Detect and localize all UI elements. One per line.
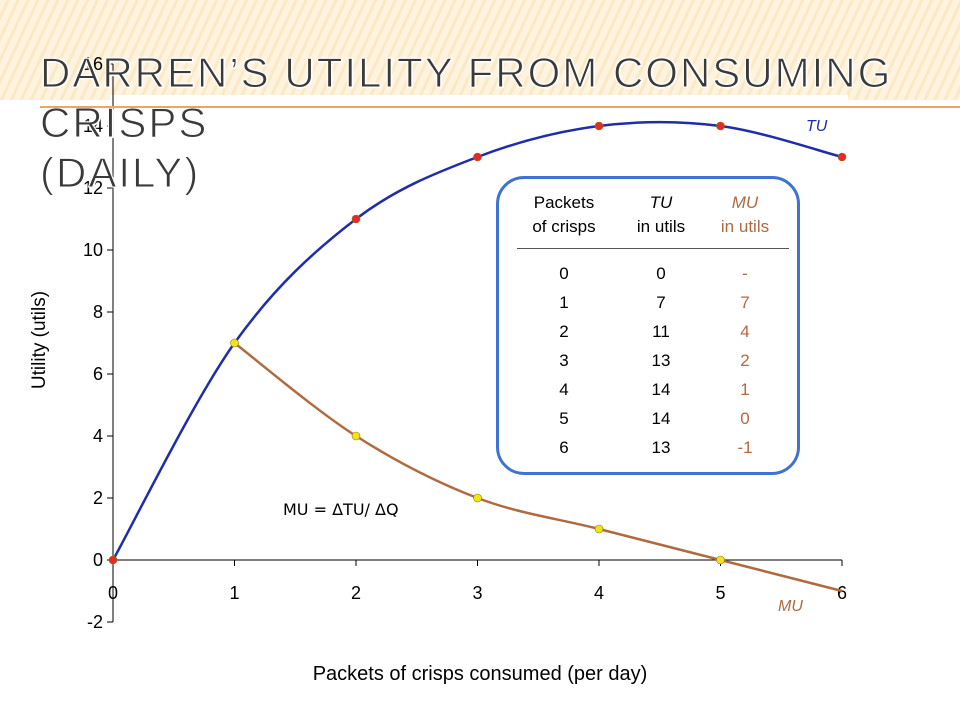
- x-tick-label: 1: [229, 583, 239, 603]
- mu-header-1: MU: [731, 193, 759, 212]
- mu-values: - 7 4 2 1 0 -1: [695, 259, 795, 462]
- y-tick-label: 14: [83, 116, 103, 136]
- table-header-rule: [517, 248, 789, 249]
- title-rule: [40, 106, 960, 108]
- mu-column: MU in utils - 7 4 2 1 0 -1: [695, 191, 795, 462]
- mu-value: 2: [740, 351, 750, 370]
- tu-values: 0 7 11 13 14 14 13: [611, 259, 711, 462]
- mu-formula-annotation: MU = ΔTU/ ΔQ: [283, 500, 399, 519]
- mu-data-point: [230, 338, 239, 348]
- tu-data-point: [837, 152, 847, 162]
- mu-data-point: [351, 431, 361, 441]
- y-tick-label: 4: [93, 426, 103, 446]
- tu-data-point: [108, 555, 118, 565]
- packets-value: 6: [559, 438, 569, 457]
- mu-value: 1: [740, 380, 750, 399]
- packets-value: 0: [559, 264, 569, 283]
- mu-value: 4: [740, 322, 750, 341]
- y-tick-label: -2: [87, 612, 103, 632]
- packets-header-2: of crisps: [532, 217, 596, 236]
- x-tick-label: 6: [837, 583, 847, 603]
- tu-value: 13: [651, 438, 671, 457]
- mu-value: -: [742, 264, 748, 283]
- x-tick-label: 3: [472, 583, 482, 603]
- page-title: Darren’s Utility from Consuming Crisps (…: [40, 48, 940, 198]
- mu-data-point: [473, 493, 482, 503]
- x-tick-label: 2: [351, 583, 361, 603]
- packets-header-1: Packets: [533, 193, 595, 212]
- packets-value: 2: [559, 322, 569, 341]
- y-tick-label: 16: [83, 54, 103, 74]
- x-tick-label: 5: [715, 583, 725, 603]
- y-tick-label: 0: [93, 550, 103, 570]
- packets-value: 1: [559, 293, 569, 312]
- tu-value: 7: [656, 293, 666, 312]
- packets-values: 0 1 2 3 4 5 6: [509, 259, 619, 462]
- mu-value: 7: [740, 293, 750, 312]
- tu-data-point: [594, 121, 604, 131]
- mu-series-label: MU: [778, 598, 803, 615]
- tu-data-point: [716, 121, 725, 131]
- title-line-2: (Daily): [40, 149, 201, 197]
- tu-value: 11: [652, 322, 670, 341]
- utility-table: Packets of crisps 0 1 2 3 4 5 6 TU in utils 0 7…: [496, 176, 800, 475]
- tu-data-point: [473, 152, 482, 162]
- tu-header-2: in utils: [636, 217, 686, 236]
- tu-value: 13: [651, 351, 671, 370]
- y-tick-label: 8: [93, 302, 103, 322]
- y-tick-label: 12: [83, 178, 103, 198]
- y-tick-label: 6: [93, 364, 103, 384]
- packets-value: 5: [559, 409, 569, 428]
- mu-data-point: [716, 555, 725, 565]
- x-tick-label: 4: [594, 583, 604, 603]
- x-axis-label: Packets of crisps consumed (per day): [312, 663, 648, 685]
- tu-value: 14: [651, 380, 671, 399]
- packets-value: 3: [559, 351, 569, 370]
- tu-series-label: TU: [806, 118, 828, 135]
- mu-data-point: [594, 524, 604, 534]
- y-tick-label: 2: [93, 488, 103, 508]
- y-tick-label: 10: [83, 240, 103, 260]
- tu-value: 14: [651, 409, 671, 428]
- x-tick-label: 0: [108, 583, 118, 603]
- mu-header-2: in utils: [720, 217, 770, 236]
- header-background: [0, 0, 960, 100]
- tu-column: TU in utils 0 7 11 13 14 14 13: [611, 191, 711, 462]
- mu-value: -1: [737, 438, 753, 457]
- mu-series-line: [233, 342, 843, 593]
- title-line-1: Darren’s Utility from Consuming Crisps: [40, 49, 893, 147]
- packets-column: Packets of crisps 0 1 2 3 4 5 6: [509, 191, 619, 462]
- mu-value: 0: [740, 409, 750, 428]
- tu-data-point: [351, 214, 361, 224]
- y-axis-label: Utility (utils): [29, 290, 50, 390]
- packets-value: 4: [559, 380, 569, 399]
- tu-value: 0: [656, 264, 666, 283]
- tu-header-1: TU: [649, 193, 673, 212]
